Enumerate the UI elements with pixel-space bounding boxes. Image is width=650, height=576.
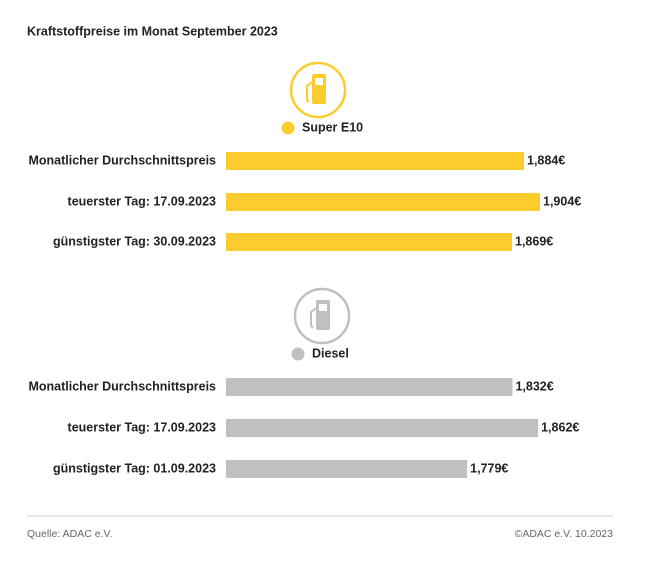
value-label: 1,779€ <box>470 461 508 475</box>
bar <box>226 460 468 478</box>
category-label: teuerster Tag: 17.09.2023 <box>68 420 217 434</box>
category-label: Monatlicher Durchschnittspreis <box>28 153 216 167</box>
legend-label: Diesel <box>312 346 349 360</box>
diesel-icon <box>293 287 351 345</box>
e10-icon <box>289 61 347 119</box>
bar <box>226 378 513 396</box>
category-label: günstigster Tag: 01.09.2023 <box>53 461 216 475</box>
copyright: ©ADAC e.V. 10.2023 <box>515 528 614 540</box>
legend-marker <box>291 347 305 361</box>
value-label: 1,884€ <box>527 153 565 167</box>
bar <box>226 152 524 170</box>
legend-label: Super E10 <box>302 120 363 134</box>
category-label: Monatlicher Durchschnittspreis <box>28 379 216 393</box>
value-label: 1,832€ <box>515 379 553 393</box>
bar <box>226 419 539 437</box>
value-label: 1,862€ <box>541 420 579 434</box>
chart-title: Kraftstoffpreise im Monat September 2023 <box>27 24 278 38</box>
legend-marker <box>281 121 295 135</box>
category-label: teuerster Tag: 17.09.2023 <box>68 194 217 208</box>
source: Quelle: ADAC e.V. <box>27 528 112 540</box>
bar <box>226 233 512 251</box>
value-label: 1,904€ <box>543 194 581 208</box>
category-label: günstigster Tag: 30.09.2023 <box>53 234 216 248</box>
bar <box>226 193 540 211</box>
value-label: 1,869€ <box>515 234 553 248</box>
